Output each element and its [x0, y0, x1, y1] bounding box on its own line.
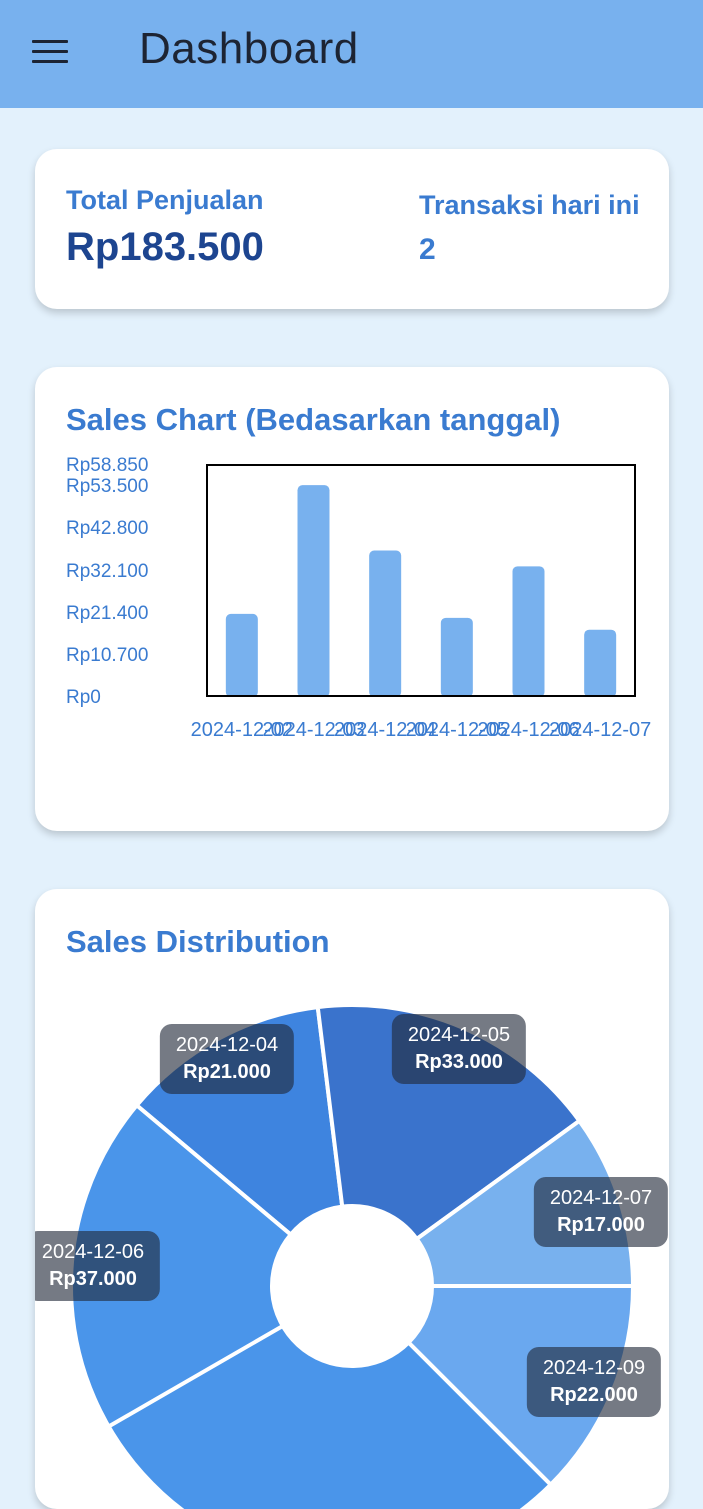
- tooltip-value: Rp17.000: [557, 1214, 645, 1236]
- sales-distribution-title: Sales Distribution: [66, 924, 330, 959]
- bar-2024-12-04[interactable]: [369, 550, 402, 697]
- sales-distribution-card: Sales Distribution 2024-12-04 Rp21.000 2…: [35, 889, 669, 1509]
- tooltip-value: Rp33.000: [415, 1051, 503, 1073]
- transactions-today-label: Transaksi hari ini: [419, 190, 640, 220]
- total-sales-label: Total Penjualan: [66, 185, 264, 215]
- slice-divider: [107, 1324, 284, 1429]
- app-bar: Dashboard: [0, 0, 703, 108]
- bar-2024-12-05[interactable]: [440, 617, 473, 697]
- menu-icon[interactable]: [32, 38, 68, 66]
- x-tick-label: 2024-12-03: [262, 719, 365, 741]
- y-tick-label: Rp58.850: [66, 455, 149, 476]
- tooltip-date: 2024-12-07: [549, 1187, 653, 1209]
- chart-tooltip: 2024-12-06 Rp37.000: [35, 1231, 161, 1301]
- page-title: Dashboard: [139, 24, 359, 73]
- sales-chart-title: Sales Chart (Bedasarkan tanggal): [66, 402, 561, 437]
- y-tick-label: Rp32.100: [66, 561, 149, 582]
- summary-card: Total Penjualan Rp183.500 Transaksi hari…: [35, 149, 669, 309]
- x-tick-label: 2024-12-02: [190, 719, 293, 741]
- chart-tooltip: 2024-12-09 Rp22.000: [526, 1347, 662, 1417]
- x-tick-label: 2024-12-04: [334, 719, 437, 741]
- tooltip-value: Rp22.000: [550, 1384, 638, 1406]
- tooltip-value: Rp37.000: [49, 1268, 137, 1290]
- donut-hole: [273, 1207, 431, 1365]
- tooltip-date: 2024-12-06: [41, 1241, 145, 1263]
- tooltip-value: Rp21.000: [183, 1061, 271, 1083]
- tooltip-date: 2024-12-05: [407, 1024, 511, 1046]
- chart-tooltip: 2024-12-07 Rp17.000: [533, 1177, 669, 1247]
- bar-2024-12-06[interactable]: [512, 566, 545, 697]
- y-tick-label: Rp53.500: [66, 476, 149, 497]
- y-tick-label: Rp10.700: [66, 645, 149, 666]
- bar-2024-12-07[interactable]: [584, 629, 617, 697]
- tooltip-date: 2024-12-09: [542, 1357, 646, 1379]
- total-sales-value: Rp183.500: [66, 225, 264, 269]
- chart-tooltip: 2024-12-05 Rp33.000: [391, 1014, 527, 1084]
- sales-chart-card: Sales Chart (Bedasarkan tanggal) Rp58.85…: [35, 367, 669, 831]
- bar-2024-12-03[interactable]: [297, 485, 330, 697]
- x-tick-label: 2024-12-06: [477, 719, 580, 741]
- sales-bar-chart: [206, 464, 636, 697]
- y-tick-label: Rp21.400: [66, 603, 149, 624]
- x-tick-label: 2024-12-07: [549, 719, 652, 741]
- chart-tooltip: 2024-12-04 Rp21.000: [159, 1024, 295, 1094]
- plot-frame: [206, 464, 636, 697]
- y-tick-label: Rp0: [66, 687, 101, 708]
- tooltip-date: 2024-12-04: [175, 1034, 279, 1056]
- x-tick-label: 2024-12-05: [405, 719, 508, 741]
- bar-2024-12-02[interactable]: [225, 613, 258, 697]
- transactions-today-value: 2: [419, 233, 436, 266]
- y-tick-label: Rp42.800: [66, 518, 149, 539]
